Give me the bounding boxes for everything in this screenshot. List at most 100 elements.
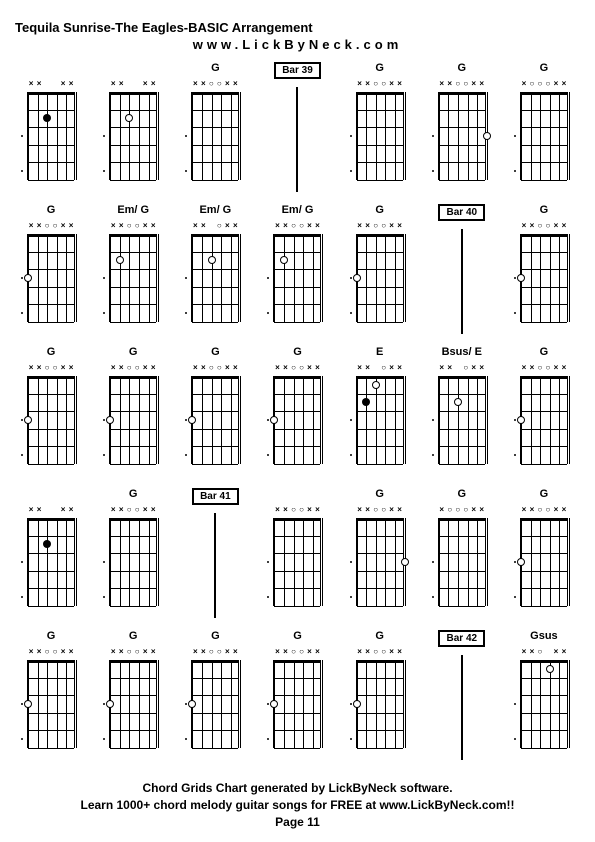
fretboard: [520, 376, 568, 464]
chord-diagram: ××○○××: [109, 222, 157, 322]
page-subtitle: www.LickByNeck.com: [15, 37, 580, 52]
chord-label: G: [457, 62, 466, 78]
position-dots: [100, 660, 108, 748]
fretboard: [27, 92, 75, 180]
bar-line: [461, 655, 463, 760]
chord-diagram: ××○○××: [27, 648, 75, 748]
chord-label: G: [47, 630, 56, 646]
position-dots: [511, 234, 519, 322]
top-marks: ××○○××: [273, 222, 321, 234]
top-marks: ××○○××: [109, 222, 157, 234]
chord-cell: G ××○○××: [15, 630, 87, 760]
chord-cell: G ××○○××: [97, 488, 169, 618]
chord-cell: G××○○××: [97, 630, 169, 760]
chord-label: G: [129, 488, 138, 504]
chord-cell: Em/ G××○○××: [261, 204, 333, 334]
position-dots: [18, 92, 26, 180]
top-marks: ××○○××: [273, 364, 321, 376]
top-marks: ××○○××: [109, 506, 157, 518]
chord-label: [50, 62, 53, 78]
chord-diagram: ××○××: [438, 364, 486, 464]
top-marks: ××○××: [438, 364, 486, 376]
position-dots: [264, 234, 272, 322]
chord-diagram: ××○○××: [27, 364, 75, 464]
chord-label: [132, 62, 135, 78]
chord-diagram: ××○××: [191, 222, 239, 322]
chord-cell: G×○○○××: [508, 62, 580, 192]
top-marks: ×○○○××: [520, 80, 568, 92]
fretboard: [27, 376, 75, 464]
position-dots: [429, 376, 437, 464]
finger-dot: [483, 132, 491, 140]
finger-dot: [280, 256, 288, 264]
bar-line: [461, 229, 463, 334]
fretboard: [520, 234, 568, 322]
top-marks: ××○○××: [109, 648, 157, 660]
chord-cell: Em/ G××○××: [179, 204, 251, 334]
chord-diagram: ××○○××: [520, 364, 568, 464]
chord-label: Gsus: [530, 630, 558, 646]
fretboard: [109, 92, 157, 180]
fretboard: [356, 92, 404, 180]
position-dots: [347, 660, 355, 748]
position-dots: [511, 660, 519, 748]
position-dots: [347, 92, 355, 180]
fretboard: [438, 518, 486, 606]
finger-dot: [125, 114, 133, 122]
fretboard: [273, 234, 321, 322]
chord-cell: G ××○○××: [179, 62, 251, 192]
fretboard: [27, 660, 75, 748]
position-dots: [18, 376, 26, 464]
fretboard: [438, 376, 486, 464]
position-dots: [264, 660, 272, 748]
fretboard: [356, 376, 404, 464]
fretboard: [356, 234, 404, 322]
chord-cell: ××××: [15, 62, 87, 192]
chord-label: G: [211, 346, 220, 362]
position-dots: [100, 376, 108, 464]
position-dots: [511, 376, 519, 464]
top-marks: ××○××: [356, 364, 404, 376]
chord-cell: G××○○××: [344, 62, 416, 192]
chord-cell: G××○○××: [508, 488, 580, 618]
position-dots: [18, 660, 26, 748]
chord-diagram: ××○○××: [520, 222, 568, 322]
chord-label: [50, 488, 53, 504]
chord-label: Bsus/ E: [442, 346, 482, 362]
top-marks: ××○○××: [27, 648, 75, 660]
position-dots: [511, 92, 519, 180]
chord-label: G: [129, 346, 138, 362]
top-marks: ××○○××: [273, 648, 321, 660]
position-dots: [100, 234, 108, 322]
top-marks: ××○××: [191, 222, 239, 234]
finger-dot: [372, 381, 380, 389]
fretboard: [109, 376, 157, 464]
chord-diagram: ××××: [27, 506, 75, 606]
chord-label: G: [540, 204, 549, 220]
chord-diagram: ××××: [109, 80, 157, 180]
top-marks: ××○○××: [356, 80, 404, 92]
chord-diagram: ××○○××: [356, 506, 404, 606]
chord-diagram: ××○○××: [438, 80, 486, 180]
position-dots: [182, 376, 190, 464]
top-marks: ××××: [27, 80, 75, 92]
top-marks: ××○○××: [191, 80, 239, 92]
top-marks: ××○○××: [356, 648, 404, 660]
chord-cell: E××○××: [344, 346, 416, 476]
fretboard: [438, 92, 486, 180]
fretboard: [273, 518, 321, 606]
fretboard: [273, 376, 321, 464]
position-dots: [347, 234, 355, 322]
chord-diagram: ××○○××: [273, 648, 321, 748]
position-dots: [429, 518, 437, 606]
chord-cell: G××○○××: [508, 346, 580, 476]
top-marks: ××××: [27, 506, 75, 518]
fretboard: [109, 518, 157, 606]
fretboard: [109, 234, 157, 322]
footer: Chord Grids Chart generated by LickByNec…: [15, 780, 580, 830]
fretboard: [191, 92, 239, 180]
position-dots: [429, 92, 437, 180]
chord-label: G: [211, 62, 220, 78]
fretboard: [191, 234, 239, 322]
chord-diagram: ××○○××: [191, 648, 239, 748]
